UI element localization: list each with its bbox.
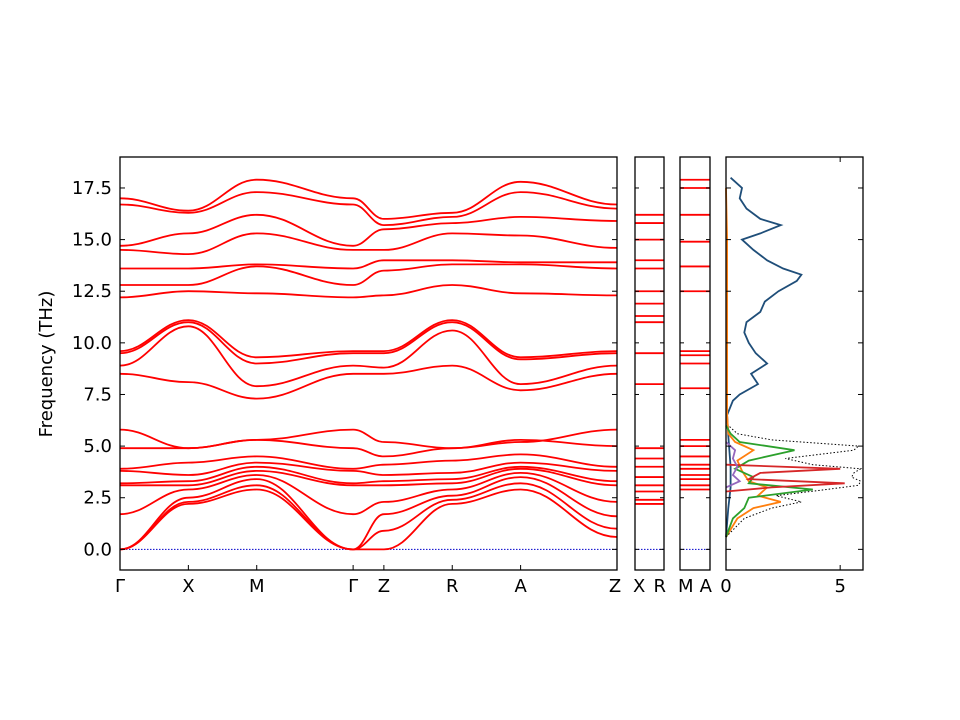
x-tick-label: R [446,576,459,597]
y-tick-label: 17.5 [72,178,112,199]
dos-curve [725,441,742,489]
dos-x-tick-label: 5 [834,576,845,597]
band-line [119,191,618,227]
band-line [119,284,618,299]
y-tick-label: 15.0 [72,230,112,251]
band-line [119,364,618,400]
band-line [119,319,618,359]
dos-curve [725,463,845,493]
x-tick-label: M [249,576,265,597]
x-tick-label: M [678,576,694,597]
x-tick-label: X [182,576,194,597]
band-line [119,461,618,476]
band-line [120,263,618,286]
band-line [119,321,618,365]
band-line [119,488,618,551]
band-line [120,259,617,270]
dos-curve [725,187,782,538]
main-band-panel: 0.02.55.07.510.012.515.017.5Γ X M Γ Z R A Z [72,157,621,597]
side-panel-frame [634,156,665,571]
band-line [119,453,618,470]
band-line [119,232,618,256]
band-line [119,476,618,551]
band-line [119,482,618,551]
band-line [119,178,618,220]
dos-panel-frame [725,156,864,571]
band-line [119,213,618,247]
x-tick-label: A [700,576,713,597]
x-tick-label: Z [378,576,390,597]
y-tick-label: 5.0 [83,436,112,457]
band-line [119,325,618,388]
y-tick-label: 7.5 [83,384,112,405]
y-tick-label: 12.5 [72,281,112,302]
band-line [119,471,618,516]
y-tick-label: 0.0 [83,539,112,560]
plot-panels: 0.02.55.07.510.012.515.017.5Γ X M Γ Z R A Z X R M A… [72,156,864,597]
dos-curve [725,425,863,538]
band-line [119,428,618,450]
dos-x-tick-label: 0 [720,576,731,597]
y-tick-label: 2.5 [83,488,112,509]
x-tick-label: Γ [348,576,358,597]
y-tick-label: 10.0 [72,333,112,354]
side-panel-frame [679,156,711,571]
x-tick-label: A [514,576,527,597]
band-line [120,467,618,487]
x-tick-label: Z [609,576,621,597]
band-line [119,465,618,485]
y-axis-label: Frequency (THz) [36,291,57,438]
x-tick-label: X [633,576,645,597]
main-panel-frame [119,156,618,571]
x-tick-label: Γ [115,576,125,597]
x-tick-label: R [653,576,666,597]
